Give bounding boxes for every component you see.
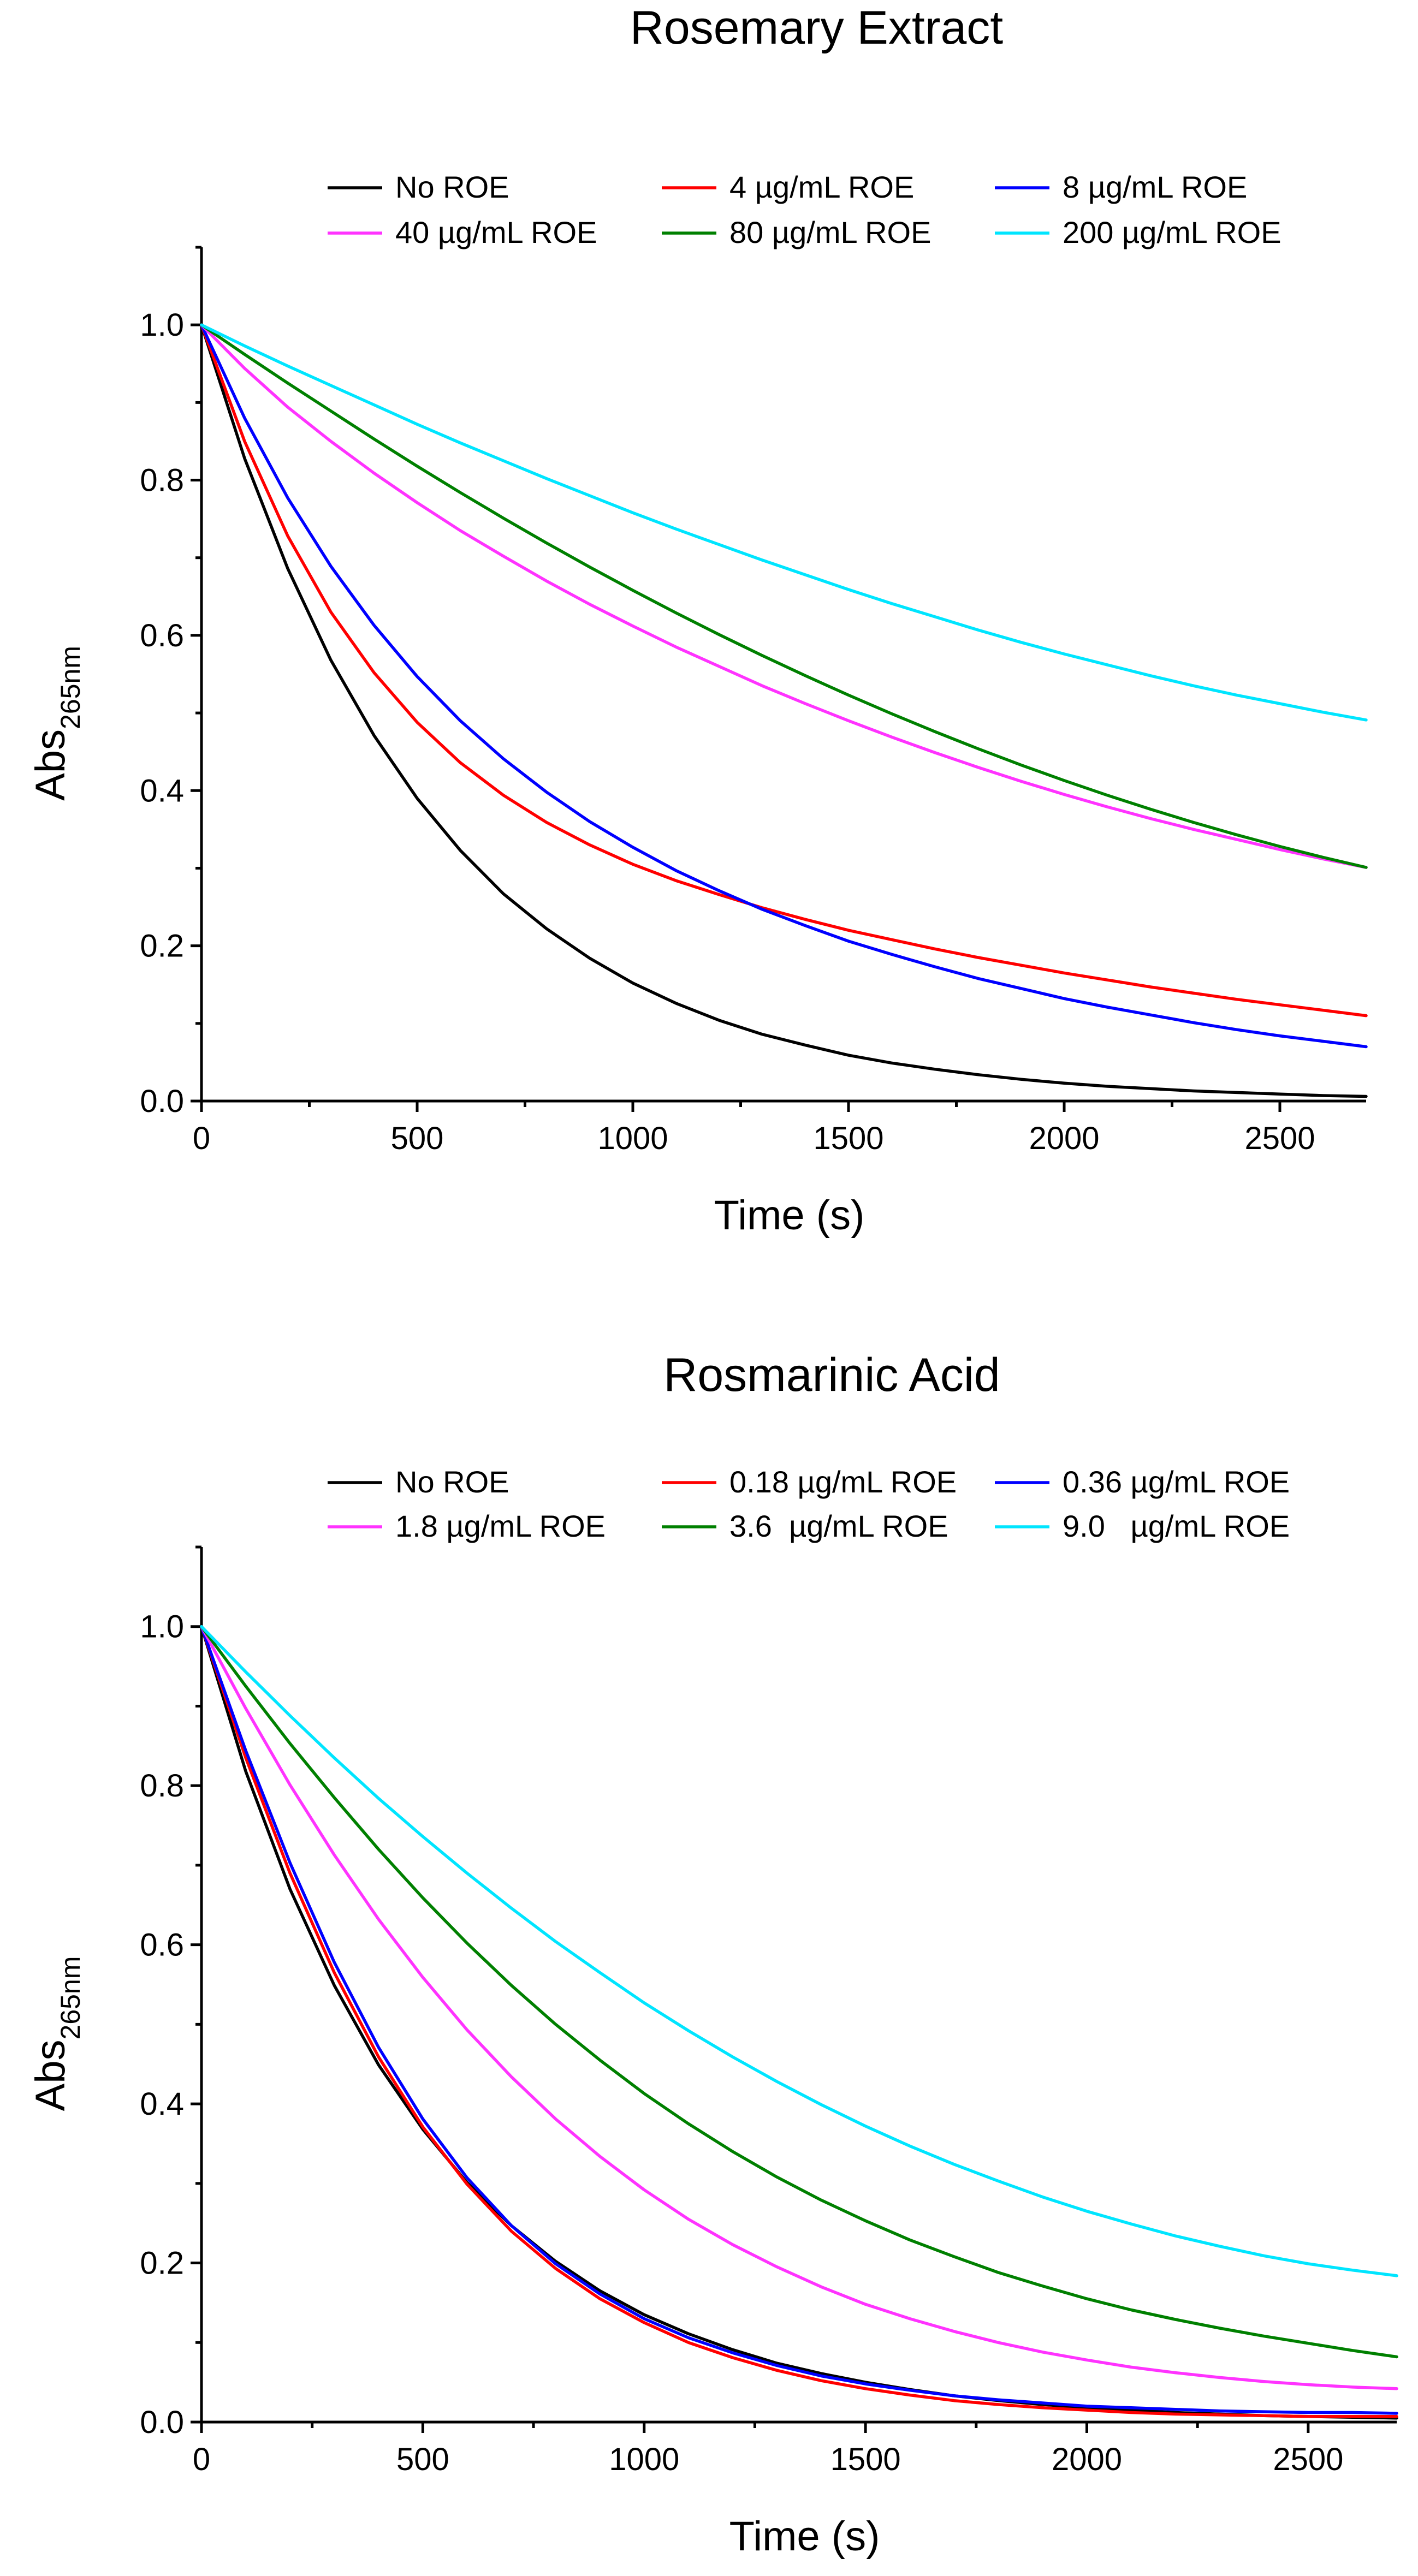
- legend-label: No ROE: [395, 1465, 509, 1499]
- legend-label: 3.6 µg/mL ROE: [729, 1509, 948, 1543]
- y-tick-label: 0.4: [140, 773, 184, 808]
- legend-label: 40 µg/mL ROE: [395, 215, 597, 249]
- legend-label: 8 µg/mL ROE: [1063, 170, 1247, 204]
- x-tick-label: 1500: [813, 1121, 883, 1156]
- x-tick-label: 0: [193, 2442, 210, 2477]
- series-line-1: [200, 1625, 1398, 2420]
- y-axis-title: Abs265nm: [27, 646, 86, 801]
- y-tick-label: 1.0: [140, 307, 184, 343]
- legend-item: 8 µg/mL ROE: [995, 170, 1247, 204]
- chart-title: Rosemary Extract: [630, 2, 1003, 54]
- series-line-6: [200, 1625, 1398, 2277]
- series-line-4: [200, 1625, 1398, 2390]
- y-tick-label: 0.2: [140, 929, 184, 964]
- x-tick-label: 0: [193, 1121, 210, 1156]
- series-line-5: [200, 323, 1368, 869]
- x-tick-label: 2000: [1029, 1121, 1099, 1156]
- x-axis-title: Time (s): [714, 1192, 865, 1239]
- chart-panel-1: Rosemary Extract 0.0 0.2 0.4 0.6 0.8 1.0 0 500 10…: [27, 2, 1368, 1239]
- y-tick-label: 0.6: [140, 1927, 184, 1963]
- legend-item: No ROE: [328, 1465, 509, 1499]
- x-tick-label: 2500: [1273, 2442, 1343, 2477]
- series-line-5: [200, 1625, 1398, 2359]
- legend-item: 80 µg/mL ROE: [662, 215, 931, 249]
- legend-item: 1.8 µg/mL ROE: [328, 1509, 606, 1543]
- legend-label: 200 µg/mL ROE: [1063, 215, 1281, 249]
- y-tick-label: 0.2: [140, 2246, 184, 2281]
- x-tick-label: 1000: [609, 2442, 679, 2477]
- legend-item: 0.36 µg/mL ROE: [995, 1465, 1290, 1499]
- series-line-2: [200, 1625, 1398, 2418]
- legend-item: 4 µg/mL ROE: [662, 170, 914, 204]
- y-tick-label: 0.6: [140, 618, 184, 653]
- y-tick-label: 1.0: [140, 1609, 184, 1645]
- legend-item: 9.0 µg/mL ROE: [995, 1509, 1290, 1543]
- y-tick-label: 0.8: [140, 1768, 184, 1804]
- legend-label: 80 µg/mL ROE: [729, 215, 931, 249]
- legend-label: 4 µg/mL ROE: [729, 170, 914, 204]
- legend-label: 9.0 µg/mL ROE: [1063, 1509, 1290, 1543]
- legend-item: 3.6 µg/mL ROE: [662, 1509, 948, 1543]
- x-tick-label: 500: [396, 2442, 449, 2477]
- y-axis-title-main: Abs: [27, 2039, 74, 2111]
- y-axis-title: Abs265nm: [27, 1956, 86, 2111]
- series-line-6: [200, 323, 1368, 722]
- legend-label: 0.18 µg/mL ROE: [729, 1465, 957, 1499]
- y-axis-title-main: Abs: [27, 729, 74, 801]
- series-line-3: [200, 323, 1368, 1049]
- y-tick-label: 0.0: [140, 1084, 184, 1119]
- legend-item: 40 µg/mL ROE: [328, 215, 597, 249]
- x-tick-label: 1500: [830, 2442, 901, 2477]
- series-line-3: [200, 1625, 1398, 2415]
- x-tick-label: 500: [391, 1121, 444, 1156]
- legend-item: 0.18 µg/mL ROE: [662, 1465, 957, 1499]
- y-tick-label: 0.4: [140, 2086, 184, 2122]
- series-line-2: [200, 323, 1368, 1018]
- series-line-1: [200, 323, 1368, 1098]
- x-tick-label: 1000: [597, 1121, 668, 1156]
- chart-title: Rosmarinic Acid: [663, 1349, 1000, 1401]
- y-tick-label: 0.0: [140, 2405, 184, 2440]
- y-axis-title-subscript: 265nm: [55, 1956, 86, 2040]
- chart-panel-2: Rosmarinic Acid 0.0 0.2 0.4 0.6 0.8 1.0 0 500 100…: [27, 1349, 1398, 2560]
- legend-item: No ROE: [328, 170, 509, 204]
- y-tick-label: 0.8: [140, 463, 184, 498]
- legend-label: No ROE: [395, 170, 509, 204]
- legend-item: 200 µg/mL ROE: [995, 215, 1281, 249]
- x-axis-title: Time (s): [729, 2513, 880, 2560]
- legend-label: 1.8 µg/mL ROE: [395, 1509, 606, 1543]
- y-axis-title-subscript: 265nm: [55, 646, 86, 729]
- x-tick-label: 2000: [1052, 2442, 1122, 2477]
- series-line-4: [200, 323, 1368, 869]
- x-tick-label: 2500: [1244, 1121, 1315, 1156]
- legend-label: 0.36 µg/mL ROE: [1063, 1465, 1290, 1499]
